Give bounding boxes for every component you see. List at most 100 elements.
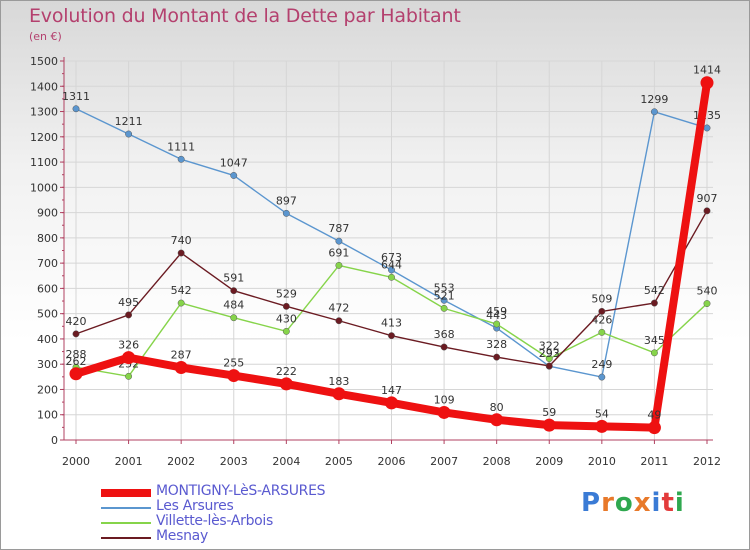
data-label: 430 xyxy=(276,312,297,325)
data-label: 740 xyxy=(171,234,192,247)
data-point xyxy=(437,405,451,419)
data-label: 591 xyxy=(223,272,244,285)
chart-title: Evolution du Montant de la Dette par Hab… xyxy=(29,5,461,27)
data-point xyxy=(174,360,188,374)
y-tick-label: 1300 xyxy=(30,106,58,119)
data-label: 420 xyxy=(66,315,87,328)
x-tick-label: 2007 xyxy=(430,455,458,468)
data-label: 147 xyxy=(381,384,402,397)
data-point xyxy=(230,314,238,322)
logo-letter: i xyxy=(674,488,685,518)
data-label: 345 xyxy=(644,334,665,347)
data-label: 54 xyxy=(595,407,609,420)
data-point xyxy=(703,207,711,215)
logo-letter: x xyxy=(633,488,652,518)
data-point xyxy=(388,332,395,340)
x-tick-label: 2006 xyxy=(378,455,406,468)
data-point xyxy=(385,396,398,410)
data-label: 80 xyxy=(490,401,504,414)
data-label: 495 xyxy=(118,296,139,309)
data-point xyxy=(69,367,83,381)
data-point xyxy=(388,266,395,274)
data-point xyxy=(490,413,504,427)
y-tick-label: 1200 xyxy=(30,131,58,144)
data-label: 540 xyxy=(697,285,718,298)
data-label: 542 xyxy=(644,284,665,297)
data-point xyxy=(72,105,80,113)
y-tick-label: 700 xyxy=(37,257,58,270)
y-tick-label: 1400 xyxy=(30,80,58,93)
data-point xyxy=(440,304,448,312)
data-point xyxy=(700,76,714,90)
data-label: 292 xyxy=(539,347,560,360)
x-tick-label: 2001 xyxy=(115,455,143,468)
data-label: 1047 xyxy=(220,156,248,169)
data-label: 472 xyxy=(328,302,349,315)
data-point xyxy=(72,330,80,338)
data-label: 509 xyxy=(591,292,612,305)
x-tick-label: 2000 xyxy=(62,455,90,468)
data-point xyxy=(650,299,658,307)
data-label: 787 xyxy=(328,222,349,235)
x-tick-label: 2003 xyxy=(220,455,248,468)
logo-letter: i xyxy=(651,488,662,518)
data-label: 288 xyxy=(66,348,87,361)
data-label: 109 xyxy=(434,393,455,406)
logo-letter: P xyxy=(581,488,602,518)
data-label: 183 xyxy=(328,375,349,388)
data-point xyxy=(493,353,501,361)
data-label: 293 xyxy=(539,347,560,360)
x-tick-label: 2010 xyxy=(588,455,616,468)
legend-label-villette: Villette-lès-Arbois xyxy=(156,513,274,529)
data-point xyxy=(647,421,661,435)
data-point xyxy=(595,419,609,433)
data-point xyxy=(177,155,185,163)
x-tick-label: 2005 xyxy=(325,455,353,468)
data-label: 443 xyxy=(486,309,507,322)
data-point xyxy=(122,351,136,365)
y-tick-label: 100 xyxy=(37,409,58,422)
data-label: 553 xyxy=(434,281,455,294)
data-label: 1111 xyxy=(167,140,195,153)
data-label: 322 xyxy=(539,340,560,353)
data-label: 529 xyxy=(276,287,297,300)
y-tick-label: 900 xyxy=(37,207,58,220)
data-point xyxy=(279,377,293,391)
y-tick-label: 1100 xyxy=(30,156,58,169)
data-label: 691 xyxy=(328,246,349,259)
data-point xyxy=(388,273,395,281)
x-tick-label: 2002 xyxy=(167,455,195,468)
data-label: 897 xyxy=(276,194,297,207)
data-label: 521 xyxy=(434,289,455,302)
data-label: 1311 xyxy=(62,90,90,103)
data-label: 326 xyxy=(118,339,139,352)
data-point xyxy=(542,418,556,432)
data-point xyxy=(598,307,606,315)
data-point xyxy=(598,328,606,336)
data-label: 673 xyxy=(381,251,402,264)
data-point xyxy=(177,299,185,307)
data-point xyxy=(440,296,448,304)
legend-swatch-mesnay xyxy=(101,536,151,539)
proxiti-logo: Proxiti xyxy=(581,488,685,518)
data-point xyxy=(227,369,241,383)
data-label: 484 xyxy=(223,299,244,312)
legend-label-mesnay: Mesnay xyxy=(156,528,208,544)
data-point xyxy=(440,343,448,351)
data-point xyxy=(125,311,133,319)
logo-letter: o xyxy=(614,488,634,518)
y-tick-label: 500 xyxy=(37,308,58,321)
data-label: 328 xyxy=(486,338,507,351)
data-point xyxy=(282,302,290,310)
data-label: 1235 xyxy=(693,109,721,122)
data-point xyxy=(125,372,133,380)
y-tick-label: 400 xyxy=(37,333,58,346)
legend-swatch-villette xyxy=(101,521,151,524)
data-point xyxy=(493,320,501,328)
data-point xyxy=(177,249,185,257)
legend-label-montigny: MONTIGNY-LèS-ARSURES xyxy=(156,483,326,499)
data-label: 222 xyxy=(276,365,297,378)
data-point xyxy=(282,209,290,217)
